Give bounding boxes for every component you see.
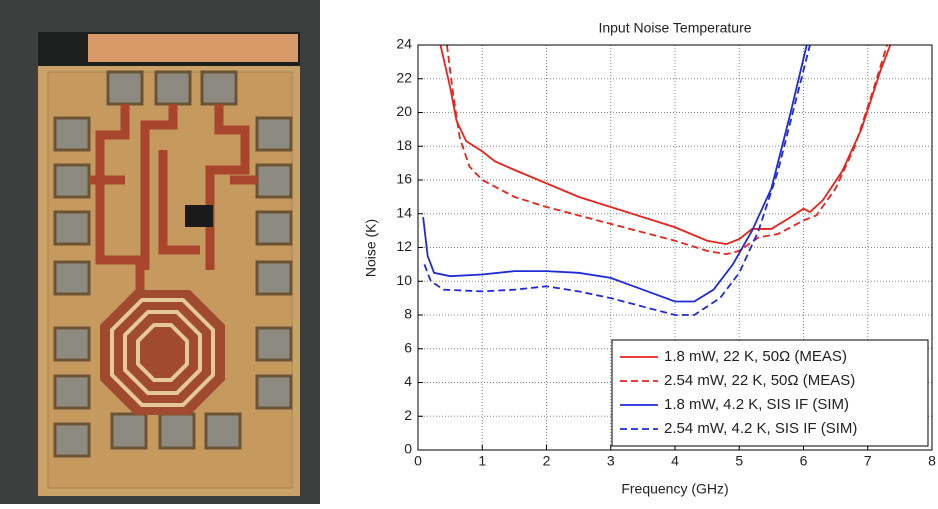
series-line	[446, 45, 888, 256]
legend-label: 1.8 mW, 4.2 K, SIS IF (SIM)	[664, 396, 849, 413]
x-tick-label: 8	[928, 453, 936, 469]
chip-edge-metal	[88, 34, 298, 62]
y-tick-label: 0	[404, 441, 412, 457]
traces	[89, 104, 257, 300]
y-axis-label: Noise (K)	[363, 219, 379, 277]
y-tick-label: 6	[404, 339, 412, 355]
x-tick-label: 1	[478, 453, 486, 469]
y-tick-label: 22	[396, 69, 412, 85]
x-tick-label: 6	[800, 453, 808, 469]
spiral-turn	[110, 298, 215, 407]
y-tick-label: 10	[396, 272, 412, 288]
y-tick-label: 14	[396, 204, 412, 220]
legend-box	[611, 339, 929, 447]
legend-label: 2.54 mW, 4.2 K, SIS IF (SIM)	[664, 420, 857, 437]
x-tick-label: 7	[864, 453, 872, 469]
y-tick-label: 4	[404, 373, 412, 389]
y-tick-label: 2	[404, 407, 412, 423]
series-line	[439, 45, 892, 246]
y-tick-label: 12	[396, 238, 412, 254]
x-tick-label: 0	[414, 453, 422, 469]
legend-label: 2.54 mW, 22 K, 50Ω (MEAS)	[664, 372, 855, 389]
capacitor	[185, 205, 213, 227]
spiral-turn	[136, 323, 189, 382]
pads	[53, 70, 293, 458]
y-tick-label: 8	[404, 306, 412, 322]
legend-label: 1.8 mW, 22 K, 50Ω (MEAS)	[664, 348, 847, 365]
x-tick-label: 2	[543, 453, 551, 469]
spiral-outer	[100, 290, 225, 415]
plot-frame	[417, 44, 933, 451]
series-line	[423, 45, 811, 316]
y-tick-label: 16	[396, 171, 412, 187]
x-tick-label: 3	[607, 453, 615, 469]
x-tick-label: 4	[671, 453, 679, 469]
chip-photo	[0, 0, 320, 504]
y-tick-label: 24	[396, 36, 412, 52]
x-axis-label: Frequency (GHz)	[621, 481, 728, 497]
y-tick-label: 20	[396, 103, 412, 119]
x-tick-label: 5	[735, 453, 743, 469]
spiral-turn	[123, 310, 202, 395]
y-tick-label: 18	[396, 137, 412, 153]
chart-title: Input Noise Temperature	[598, 20, 751, 36]
series-line	[422, 45, 808, 303]
